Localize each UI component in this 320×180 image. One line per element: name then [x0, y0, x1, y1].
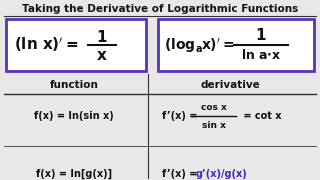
- Text: f(x) = ln(sin x): f(x) = ln(sin x): [34, 111, 114, 121]
- Text: derivative: derivative: [200, 80, 260, 90]
- Text: sin x: sin x: [202, 120, 226, 129]
- Text: function: function: [50, 80, 99, 90]
- Text: f’(x) =: f’(x) =: [162, 169, 201, 179]
- Text: f(x) = ln[g(x)]: f(x) = ln[g(x)]: [36, 169, 112, 179]
- Text: $\mathbf{a}$: $\mathbf{a}$: [195, 44, 203, 54]
- FancyBboxPatch shape: [6, 19, 146, 71]
- Text: $\mathbf{ln\ a{\cdot}x}$: $\mathbf{ln\ a{\cdot}x}$: [241, 48, 281, 62]
- Text: = cot x: = cot x: [240, 111, 282, 121]
- FancyBboxPatch shape: [158, 19, 314, 71]
- Text: 1: 1: [256, 28, 266, 44]
- Text: f’(x) =: f’(x) =: [162, 111, 201, 121]
- Text: $\mathbf{(log}$: $\mathbf{(log}$: [164, 36, 196, 54]
- Text: g’(x)/g(x): g’(x)/g(x): [196, 169, 248, 179]
- Text: $\mathbf{(ln\ x)' =}$: $\mathbf{(ln\ x)' =}$: [14, 36, 78, 54]
- Text: $\mathbf{x)' =}$: $\mathbf{x)' =}$: [201, 36, 234, 54]
- Text: 1: 1: [97, 30, 107, 44]
- Text: x: x: [97, 48, 107, 62]
- Text: Taking the Derivative of Logarithmic Functions: Taking the Derivative of Logarithmic Fun…: [22, 4, 298, 14]
- Text: cos x: cos x: [201, 103, 227, 112]
